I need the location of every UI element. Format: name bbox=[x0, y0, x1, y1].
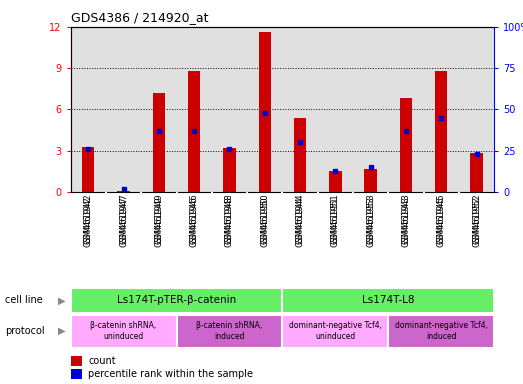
Text: GSM461943: GSM461943 bbox=[402, 197, 411, 247]
Text: β-catenin shRNA,
induced: β-catenin shRNA, induced bbox=[196, 321, 263, 341]
Text: Ls174T-L8: Ls174T-L8 bbox=[362, 295, 415, 306]
Text: cell line: cell line bbox=[5, 295, 43, 306]
Bar bbox=[82, 147, 95, 192]
Bar bbox=[71, 356, 83, 366]
Bar bbox=[117, 190, 130, 192]
Text: GSM461949: GSM461949 bbox=[154, 197, 163, 247]
Bar bbox=[153, 93, 165, 192]
Bar bbox=[400, 98, 412, 192]
Text: ▶: ▶ bbox=[58, 326, 65, 336]
Text: GDS4386 / 214920_at: GDS4386 / 214920_at bbox=[71, 11, 208, 24]
Bar bbox=[71, 369, 83, 379]
Text: GSM461953: GSM461953 bbox=[366, 197, 375, 247]
Text: GSM461951: GSM461951 bbox=[331, 197, 340, 247]
Text: β-catenin shRNA,
uninduced: β-catenin shRNA, uninduced bbox=[90, 321, 157, 341]
Bar bbox=[470, 154, 483, 192]
Text: GSM461948: GSM461948 bbox=[225, 197, 234, 247]
Text: ▶: ▶ bbox=[58, 295, 65, 306]
Text: GSM461952: GSM461952 bbox=[472, 197, 481, 247]
Text: GSM461946: GSM461946 bbox=[190, 197, 199, 247]
Text: GSM461944: GSM461944 bbox=[295, 197, 304, 247]
Text: percentile rank within the sample: percentile rank within the sample bbox=[88, 369, 254, 379]
Bar bbox=[71, 288, 282, 313]
Bar bbox=[365, 169, 377, 192]
Text: GSM461942: GSM461942 bbox=[84, 197, 93, 247]
Text: GSM461950: GSM461950 bbox=[260, 197, 269, 247]
Bar bbox=[435, 71, 448, 192]
Bar bbox=[71, 315, 176, 348]
Bar bbox=[388, 315, 494, 348]
Text: count: count bbox=[88, 356, 116, 366]
Bar bbox=[294, 118, 306, 192]
Text: GSM461947: GSM461947 bbox=[119, 197, 128, 247]
Bar bbox=[188, 71, 200, 192]
Text: Ls174T-pTER-β-catenin: Ls174T-pTER-β-catenin bbox=[117, 295, 236, 306]
Text: protocol: protocol bbox=[5, 326, 45, 336]
Bar bbox=[258, 32, 271, 192]
Text: dominant-negative Tcf4,
induced: dominant-negative Tcf4, induced bbox=[395, 321, 488, 341]
Bar bbox=[329, 171, 342, 192]
Bar bbox=[282, 315, 388, 348]
Text: dominant-negative Tcf4,
uninduced: dominant-negative Tcf4, uninduced bbox=[289, 321, 382, 341]
Bar bbox=[176, 315, 282, 348]
Bar bbox=[223, 148, 236, 192]
Text: GSM461945: GSM461945 bbox=[437, 197, 446, 247]
Bar bbox=[282, 288, 494, 313]
